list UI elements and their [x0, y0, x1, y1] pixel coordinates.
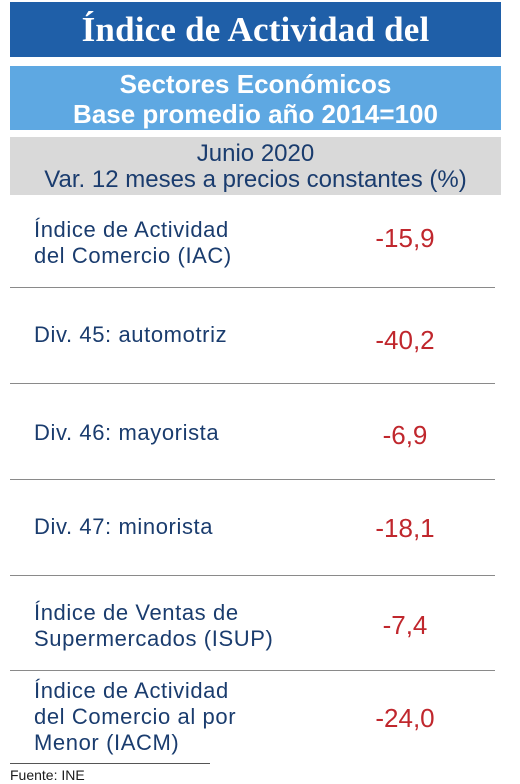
- subtitle-line-2: Base promedio año 2014=100: [73, 99, 438, 129]
- source-note: Fuente: INE: [10, 763, 210, 783]
- infographic-title: Índice de Actividad del Comercio: [10, 2, 501, 104]
- period-line-1: Junio 2020: [196, 140, 315, 167]
- row-label-line-3: Menor (IACM): [34, 730, 180, 755]
- table-row-div45: Div. 45: automotriz -40,2: [10, 288, 495, 384]
- row-label-line-1: Div. 47: minorista: [34, 514, 214, 539]
- row-label: Índice de Actividad del Comercio (IAC): [34, 217, 232, 269]
- row-label-line-2: del Comercio al por: [34, 704, 237, 729]
- subtitle-banner: Sectores Económicos Base promedio año 20…: [10, 66, 501, 130]
- row-label-line-2: del Comercio (IAC): [34, 243, 232, 268]
- row-label-line-1: Índice de Actividad: [34, 678, 229, 703]
- row-value: -40,2: [375, 325, 435, 355]
- table-row-iac: Índice de Actividad del Comercio (IAC) -…: [10, 195, 495, 288]
- row-label: Div. 47: minorista: [34, 514, 213, 540]
- row-label: Índice de Ventas de Supermercados (ISUP): [34, 600, 273, 652]
- row-value: -7,4: [382, 610, 428, 640]
- period-banner: Junio 2020 Var. 12 meses a precios const…: [10, 137, 501, 195]
- row-value: -15,9: [375, 223, 435, 253]
- table-row-div46: Div. 46: mayorista -6,9: [10, 384, 495, 480]
- row-label: Índice de Actividad del Comercio al por …: [34, 678, 236, 756]
- table-row-div47: Div. 47: minorista -18,1: [10, 480, 495, 576]
- row-label: Div. 45: automotriz: [34, 322, 227, 348]
- row-value: -24,0: [375, 703, 435, 733]
- row-label-line-1: Div. 46: mayorista: [34, 420, 220, 445]
- row-label-line-1: Índice de Ventas de: [34, 600, 239, 625]
- row-label-line-1: Div. 45: automotriz: [34, 322, 228, 347]
- table-row-isup: Índice de Ventas de Supermercados (ISUP)…: [10, 576, 495, 671]
- row-value: -18,1: [375, 513, 435, 543]
- table-row-iacm: Índice de Actividad del Comercio al por …: [10, 671, 495, 761]
- subtitle-line-1: Sectores Económicos: [119, 69, 392, 99]
- row-label-line-1: Índice de Actividad: [34, 217, 229, 242]
- row-value: -6,9: [382, 420, 428, 450]
- period-line-2: Var. 12 meses a precios constantes (%): [44, 166, 467, 193]
- row-label-line-2: Supermercados (ISUP): [34, 626, 274, 651]
- row-label: Div. 46: mayorista: [34, 420, 219, 446]
